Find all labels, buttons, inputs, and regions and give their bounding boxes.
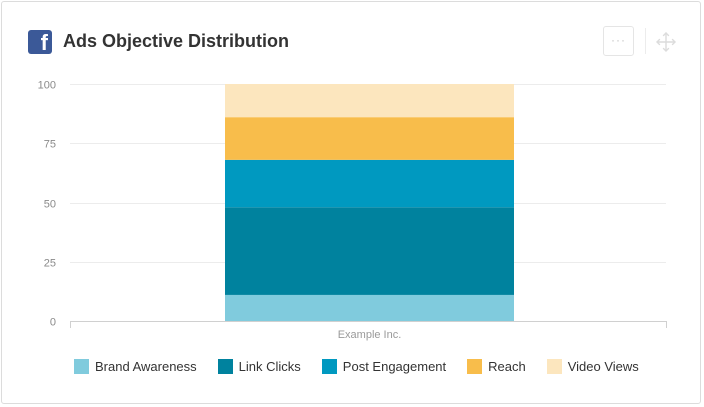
y-tick-label: 0	[50, 317, 56, 329]
bar-segment-reach[interactable]	[225, 117, 514, 160]
bar-segment-video-views[interactable]	[225, 84, 514, 118]
x-category-label: Example Inc.	[338, 329, 402, 341]
widget-title: Ads Objective Distribution	[63, 31, 290, 51]
legend-label: Brand Awareness	[95, 359, 197, 374]
legend-swatch	[217, 359, 233, 374]
legend-label: Reach	[488, 359, 526, 374]
y-axis-ticks: 0 25 50 75 100	[38, 80, 56, 329]
legend-swatch	[546, 359, 562, 374]
y-tick-label: 100	[38, 80, 56, 92]
legend-item-post-engagement[interactable]: Post Engagement	[321, 359, 447, 374]
more-options-button[interactable]: ···	[603, 26, 634, 56]
legend-swatch	[467, 359, 483, 374]
legend-swatch	[321, 359, 337, 374]
legend-label: Link Clicks	[238, 359, 301, 374]
x-axis: Example Inc.	[70, 321, 667, 341]
legend-item-reach[interactable]: Reach	[467, 359, 526, 374]
facebook-logo-icon: f	[28, 30, 52, 54]
header-divider	[645, 28, 646, 54]
legend-label: Post Engagement	[342, 359, 447, 374]
bar-segment-brand-awareness[interactable]	[225, 294, 514, 321]
bar-segment-post-engagement[interactable]	[225, 159, 514, 208]
y-tick-label: 75	[44, 139, 56, 151]
bar-segment-link-clicks[interactable]	[225, 207, 514, 295]
chart-legend: Brand Awareness Link Clicks Post Engagemen…	[74, 359, 660, 374]
legend-item-link-clicks[interactable]: Link Clicks	[217, 359, 301, 374]
move-handle-icon[interactable]	[654, 30, 678, 54]
legend-item-video-views[interactable]: Video Views	[546, 359, 639, 374]
legend-label: Video Views	[567, 359, 639, 374]
y-tick-label: 25	[44, 258, 56, 270]
bar-stack	[225, 84, 514, 321]
y-tick-label: 50	[44, 199, 56, 211]
legend-item-brand-awareness[interactable]: Brand Awareness	[74, 359, 197, 374]
legend-swatch	[74, 359, 89, 374]
